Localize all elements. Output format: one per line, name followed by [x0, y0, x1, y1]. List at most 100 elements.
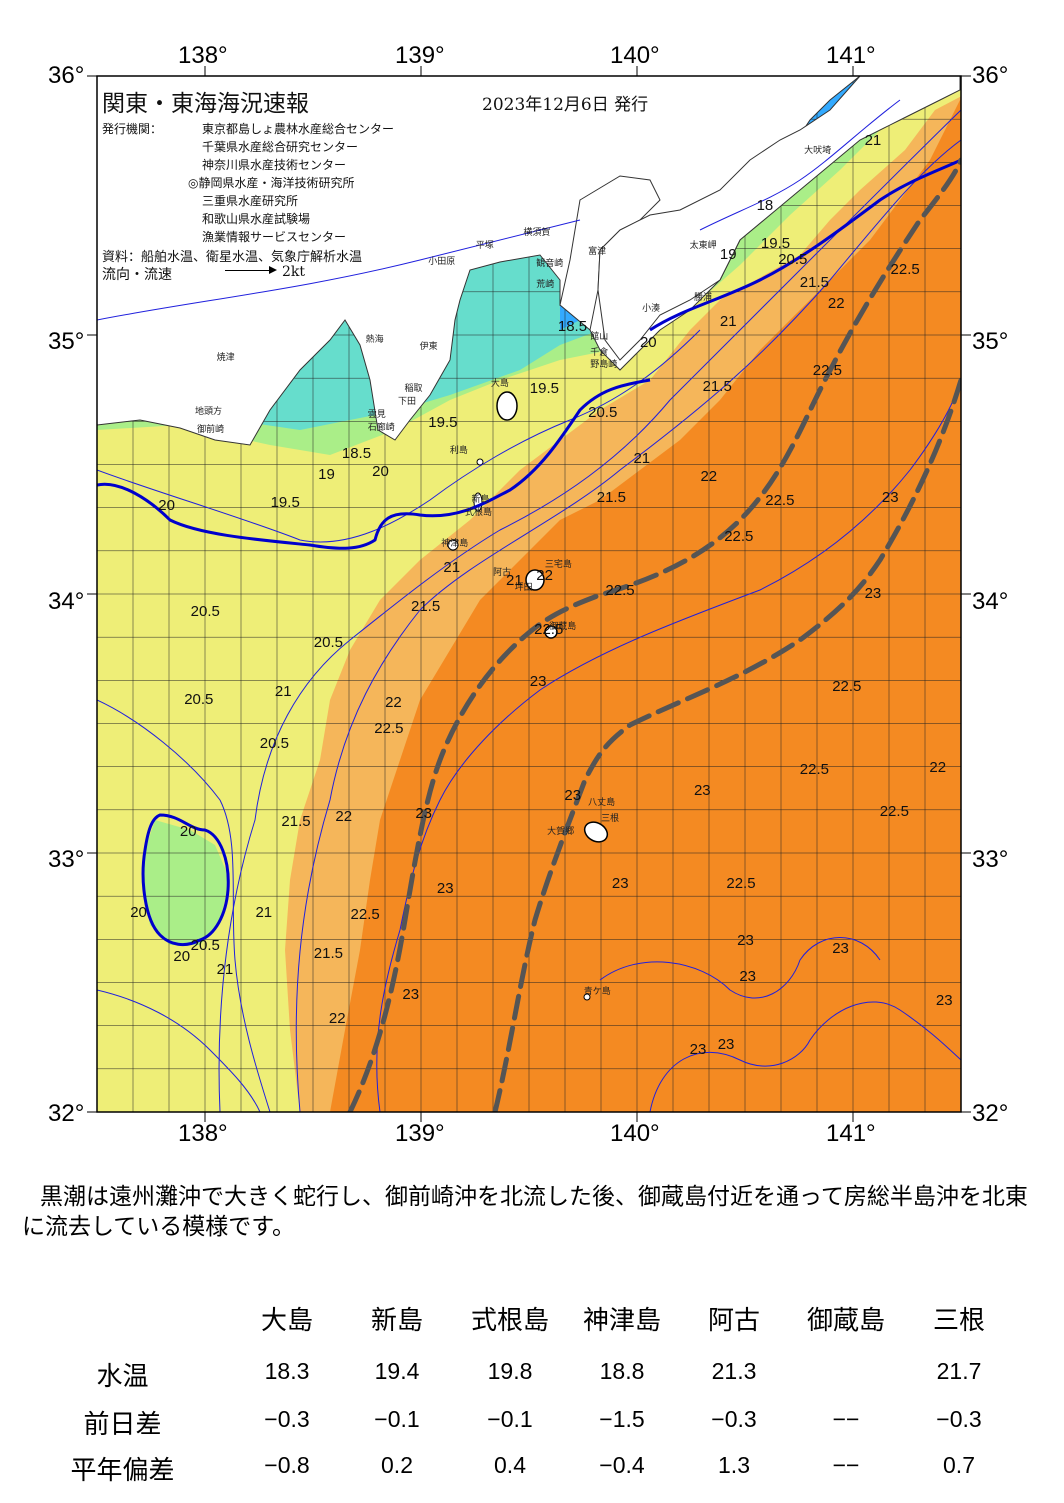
place-label: 阿古	[493, 567, 512, 578]
isotherm-label: 22.5	[879, 802, 909, 820]
place-label: 新島	[471, 495, 490, 506]
place-label: 坪田	[514, 583, 533, 594]
issuer-item: ◎静岡県水産・海洋技術研究所	[188, 176, 355, 190]
isotherm-label: 22.5	[890, 261, 920, 279]
island-oshima	[496, 391, 518, 421]
place-label: 利島	[449, 445, 468, 456]
place-label: 富津	[588, 246, 607, 257]
isotherm-label: 21	[506, 572, 523, 590]
isotherm-label: 23	[402, 986, 420, 1004]
island-aogashima	[583, 993, 591, 1001]
island-hachijojima	[583, 821, 609, 843]
place-label: 小湊	[642, 303, 661, 314]
table-cell: −0.3	[936, 1406, 982, 1432]
isotherm-line	[97, 989, 261, 1112]
isotherm-label: 23	[415, 805, 432, 823]
place-label: 大吠埼	[804, 145, 832, 156]
table-cell: −−	[832, 1406, 860, 1432]
issuer-item: 神奈川県水産技術センター	[202, 158, 347, 172]
place-label: 大島	[490, 378, 509, 389]
col-header-shikinejima: 式根島	[470, 1306, 550, 1336]
table-cell: −0.4	[599, 1452, 645, 1478]
lon-label-bottom-139: 139°	[395, 1120, 445, 1147]
place-label: 御蔵島	[549, 622, 577, 633]
issuer-item: 漁業情報サービスセンター	[202, 230, 347, 244]
isotherm-line	[376, 379, 961, 1112]
isotherm-line	[97, 699, 271, 1112]
table-cell: 18.8	[599, 1358, 645, 1384]
isotherm-label: 22.5	[726, 875, 756, 893]
isotherm-label: 22	[385, 693, 402, 711]
col-header-kozushima: 神津島	[582, 1306, 662, 1336]
thermal-front-lines	[97, 158, 961, 947]
table-cell: −0.3	[264, 1406, 310, 1432]
isotherm-label: 20.5	[184, 691, 214, 709]
table-cell: 1.3	[718, 1452, 750, 1478]
isotherm-label: 20	[158, 496, 175, 514]
place-label: 稲取	[404, 383, 423, 394]
land-tokyo-bay-west	[559, 175, 661, 331]
issue-date: 2023年12月6日 発行	[482, 95, 649, 115]
place-label: 熱海	[365, 334, 384, 345]
lat-label-left-34: 34°	[48, 588, 85, 615]
issuer-item: 東京都島しょ農林水産総合センター	[202, 122, 395, 136]
isotherm-label: 20	[130, 903, 147, 921]
table-cell: −1.5	[599, 1406, 645, 1432]
lon-label-top-141: 141°	[826, 42, 876, 69]
lat-label-right-33: 33°	[972, 846, 1009, 873]
axis-ticks	[87, 66, 971, 1122]
place-label: 野島崎	[590, 360, 618, 371]
isotherm-label: 23	[935, 991, 953, 1009]
place-label: 八丈島	[588, 798, 616, 809]
isotherm-label: 21	[255, 903, 273, 921]
isotherm-line	[218, 109, 961, 1112]
isotherm-line	[599, 937, 881, 999]
place-label: 雲見	[367, 409, 386, 420]
isotherm-label: 19.5	[760, 235, 791, 253]
flow-arrow-icon	[225, 266, 277, 274]
table-cell: −−	[832, 1452, 860, 1478]
isotherm-label: 23	[864, 585, 882, 602]
place-label: 荒崎	[536, 280, 555, 291]
summary-text: 黒潮は遠州灘沖で大きく蛇行し、御前崎沖を北流した後、御蔵島付近を通って房総半島沖…	[22, 1184, 1028, 1240]
isotherm-label: 23	[611, 875, 629, 893]
place-label: 神津島	[441, 539, 469, 550]
table-cell: −0.8	[264, 1452, 310, 1478]
place-label: 焼津	[216, 352, 235, 363]
place-label: 地頭方	[195, 407, 223, 418]
data-source: 資料：船舶水温、衛星水温、気象庁解析水温	[102, 250, 363, 265]
isotherm-label: 22	[328, 1009, 346, 1027]
place-label: 平塚	[475, 241, 494, 252]
isotherm-label: 18.5	[341, 445, 372, 463]
isotherm-label: 22.5	[350, 906, 380, 924]
isotherm-label: 21.5	[313, 945, 343, 962]
table-cell: 0.7	[943, 1452, 975, 1478]
table-cell: −0.3	[711, 1406, 757, 1432]
front-line-boso	[649, 158, 961, 332]
isotherm-label: 21	[719, 313, 737, 331]
kuroshio-axis-offshore	[492, 377, 961, 1112]
table-cell: 0.4	[494, 1452, 526, 1478]
isotherm-label: 20	[179, 823, 197, 841]
isotherm-label: 23	[564, 787, 582, 805]
lon-label-top-139: 139°	[395, 42, 445, 69]
isotherm-label: 18	[756, 196, 774, 214]
lat-label-right-36: 36°	[972, 62, 1009, 89]
isotherm-label: 21.5	[596, 489, 626, 507]
isotherm-label: 21	[216, 960, 234, 978]
isotherm-label: 22.5	[799, 761, 829, 779]
front-line-coastal	[97, 378, 651, 550]
isotherm-label: 18.5	[557, 318, 588, 336]
place-label: 青ケ島	[583, 987, 611, 998]
place-label: 三根	[601, 813, 620, 824]
col-header-mikurajima: 御蔵島	[806, 1306, 886, 1336]
isotherm-line	[295, 139, 961, 1112]
isotherm-label: 20.5	[313, 634, 343, 652]
isotherm-line	[97, 219, 581, 321]
isotherm-label: 21	[864, 131, 882, 149]
flow-legend-label: 流向・流速	[102, 267, 172, 283]
place-label: 観音崎	[536, 259, 564, 270]
cold-water-eddy	[142, 820, 230, 945]
isotherm-label: 23	[529, 673, 547, 691]
isotherm-label: 22.5	[605, 582, 635, 600]
